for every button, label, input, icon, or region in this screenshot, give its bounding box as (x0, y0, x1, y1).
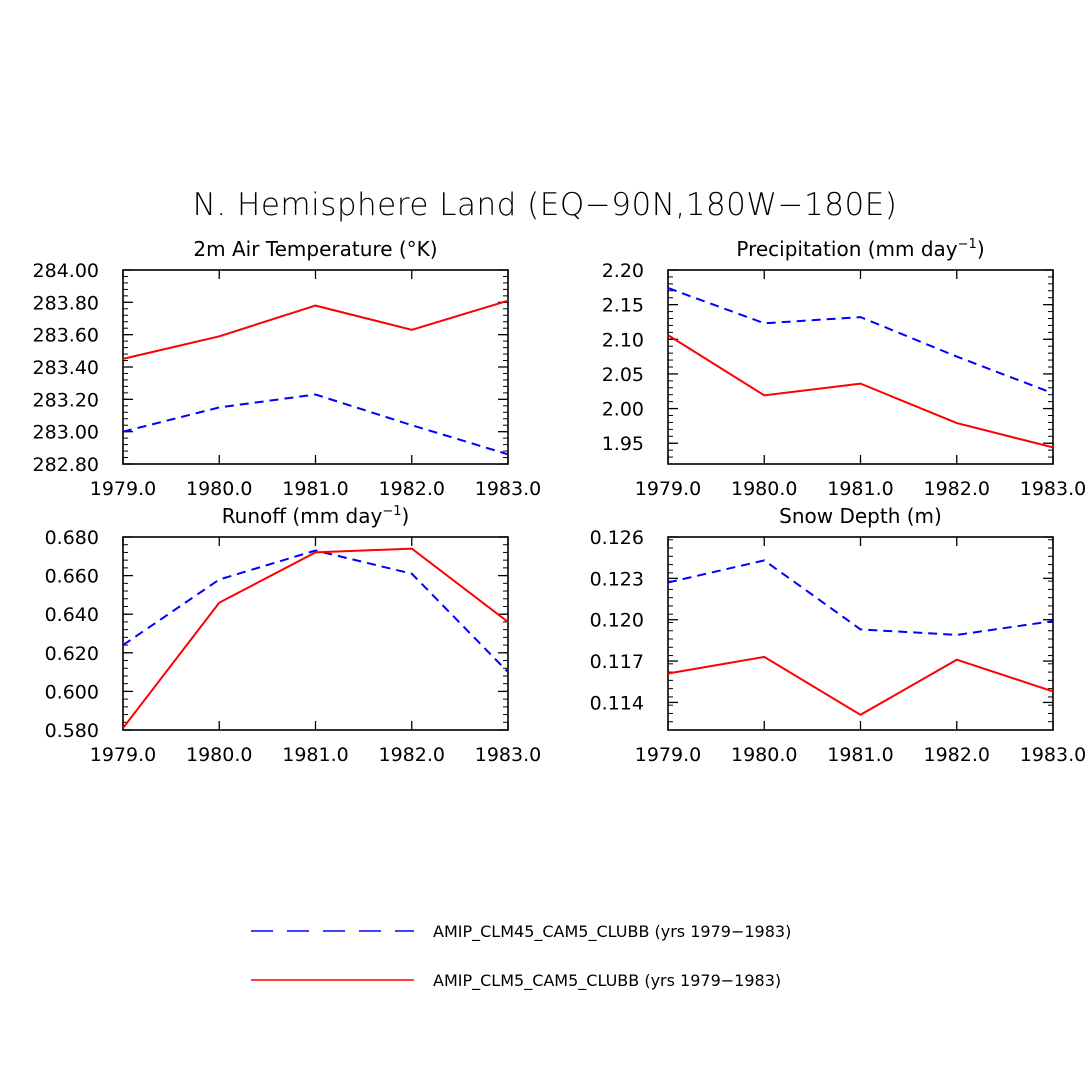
y-tick-label: 282.80 (33, 454, 99, 476)
y-tick-label: 2.00 (602, 399, 644, 421)
panel-title-superscript: −1 (958, 237, 977, 252)
series-line-1 (122, 549, 509, 673)
panel-title-main: Runoff (mm day (222, 504, 383, 528)
x-tick-label: 1981.0 (827, 744, 893, 766)
y-tick-label: 0.600 (45, 681, 99, 703)
y-tick-label: 2.10 (602, 329, 644, 351)
series-line-2 (667, 334, 1054, 449)
x-tick-label: 1982.0 (924, 744, 990, 766)
panel-title-main: Snow Depth (m) (779, 504, 942, 528)
x-tick-label: 1981.0 (827, 478, 893, 500)
panels: 2m Air Temperature (°K) 1979.0 1980.0 1981.… (33, 237, 1087, 766)
x-tick-label: 1979.0 (635, 478, 701, 500)
x-tick-label: 1980.0 (186, 744, 252, 766)
plot-frame (667, 536, 1054, 731)
x-tick-label: 1982.0 (379, 478, 445, 500)
series-line-2 (667, 655, 1054, 716)
x-tick-label: 1980.0 (731, 478, 797, 500)
plot-frame (122, 536, 509, 731)
legend-item-1: AMIP_CLM45_CAM5_CLUBB (yrs 1979−1983) (251, 922, 791, 942)
y-tick-label: 283.00 (33, 422, 99, 444)
x-tick-label: 1980.0 (731, 744, 797, 766)
panel-title-suffix: ) (977, 237, 985, 261)
series-line-1 (667, 559, 1054, 636)
y-tick-label: 0.680 (45, 527, 99, 549)
y-tick-label: 2.15 (602, 295, 644, 317)
y-tick-label: 0.126 (590, 527, 644, 549)
x-tick-label: 1980.0 (186, 478, 252, 500)
x-tick-label: 1981.0 (282, 478, 348, 500)
x-tick-label: 1979.0 (90, 478, 156, 500)
y-tick-label: 284.00 (33, 260, 99, 282)
panel-title: Runoff (mm day−1) (222, 504, 410, 528)
panel-4: Snow Depth (m) 1979.0 1980.0 1981.0 1982.0 19… (590, 504, 1087, 766)
panel-title-main: Precipitation (mm day (736, 237, 957, 261)
panel-3: Runoff (mm day−1) 1979.0 1980.0 1981.0 1982.… (45, 504, 542, 766)
plot-frame (122, 269, 509, 465)
panel-1: 2m Air Temperature (°K) 1979.0 1980.0 1981.… (33, 237, 542, 500)
legend-label: AMIP_CLM45_CAM5_CLUBB (yrs 1979−1983) (433, 922, 791, 942)
series-line-1 (122, 393, 509, 456)
y-tick-label: 283.80 (33, 292, 99, 314)
y-tick-label: 0.120 (590, 610, 644, 632)
x-tick-label: 1979.0 (90, 744, 156, 766)
x-tick-label: 1982.0 (379, 744, 445, 766)
panel-2: Precipitation (mm day−1) 1979.0 1980.0 1981… (602, 237, 1087, 500)
panel-title: Precipitation (mm day−1) (736, 237, 984, 261)
y-tick-label: 0.580 (45, 720, 99, 742)
y-tick-label: 0.123 (590, 568, 644, 590)
x-tick-label: 1983.0 (475, 478, 541, 500)
y-tick-label: 2.05 (602, 364, 644, 386)
legend-label: AMIP_CLM5_CAM5_CLUBB (yrs 1979−1983) (433, 971, 781, 991)
panel-title-suffix: ) (402, 504, 410, 528)
x-tick-label: 1983.0 (475, 744, 541, 766)
y-tick-label: 0.117 (590, 651, 644, 673)
panel-title-superscript: −1 (382, 504, 401, 519)
x-tick-label: 1981.0 (282, 744, 348, 766)
y-tick-label: 2.20 (602, 260, 644, 282)
panel-title: 2m Air Temperature (°K) (193, 237, 437, 261)
x-tick-label: 1982.0 (924, 478, 990, 500)
x-tick-label: 1983.0 (1020, 478, 1086, 500)
x-tick-label: 1983.0 (1020, 744, 1086, 766)
plot-frame (667, 269, 1054, 465)
legend: AMIP_CLM45_CAM5_CLUBB (yrs 1979−1983) AMI… (251, 922, 791, 991)
y-tick-label: 283.20 (33, 389, 99, 411)
panel-title-main: 2m Air Temperature (°K) (193, 237, 437, 261)
series-line-1 (667, 287, 1054, 395)
y-tick-label: 283.60 (33, 325, 99, 347)
y-tick-label: 0.620 (45, 643, 99, 665)
y-tick-label: 0.114 (590, 692, 644, 714)
y-tick-label: 0.640 (45, 604, 99, 626)
panel-title: Snow Depth (m) (779, 504, 942, 528)
y-tick-label: 1.95 (602, 433, 644, 455)
y-tick-label: 283.40 (33, 357, 99, 379)
series-line-2 (122, 299, 509, 360)
series-line-2 (122, 547, 509, 729)
y-tick-label: 0.660 (45, 566, 99, 588)
figure-title: N. Hemisphere Land (EQ−90N,180W−180E) (193, 187, 898, 223)
legend-item-2: AMIP_CLM5_CAM5_CLUBB (yrs 1979−1983) (251, 971, 781, 991)
x-tick-label: 1979.0 (635, 744, 701, 766)
